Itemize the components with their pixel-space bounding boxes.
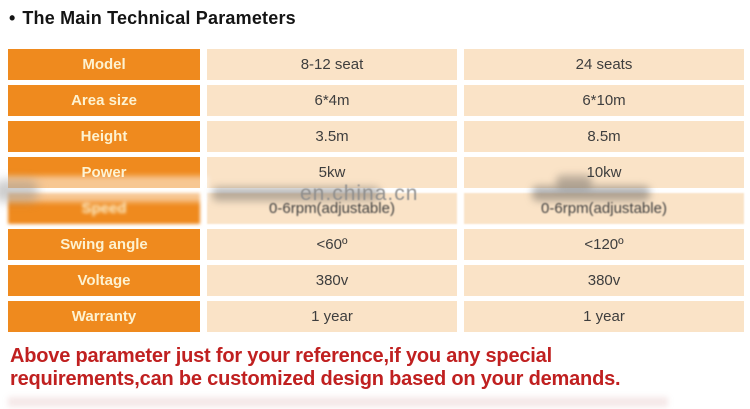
row-value-area-1: 6*4m: [207, 85, 457, 116]
row-label: Swing angle: [8, 229, 200, 260]
page-title-text: The Main Technical Parameters: [22, 7, 296, 28]
parameters-table: Model 8-12 seat 24 seats Area size 6*4m …: [8, 49, 744, 332]
row-value-warranty-2: 1 year: [464, 301, 744, 332]
row-value-voltage-2: 380v: [464, 265, 744, 296]
row-value-height-1: 3.5m: [207, 121, 457, 152]
row-value-swing-1: <60º: [207, 229, 457, 260]
footer-note-line2: requirements,can be customized design ba…: [10, 368, 621, 390]
row-label: Speed: [8, 193, 200, 224]
bottom-reflection-smear: [8, 397, 668, 407]
footer-note-line1: Above parameter just for your reference,…: [10, 345, 552, 367]
row-value-speed-2: 0-6rpm(adjustable): [464, 193, 744, 224]
row-label: Warranty: [8, 301, 200, 332]
row-label: Height: [8, 121, 200, 152]
page-title: • The Main Technical Parameters: [9, 7, 296, 29]
row-value-height-2: 8.5m: [464, 121, 744, 152]
row-value-power-1: 5kw: [207, 157, 457, 188]
bullet-icon: •: [9, 8, 16, 28]
row-value-swing-2: <120º: [464, 229, 744, 260]
row-value-power-2: 10kw: [464, 157, 744, 188]
row-label: Area size: [8, 85, 200, 116]
row-value-model-1: 8-12 seat: [207, 49, 457, 80]
row-value-area-2: 6*10m: [464, 85, 744, 116]
row-value-model-2: 24 seats: [464, 49, 744, 80]
footer-note: Above parameter just for your reference,…: [10, 345, 621, 391]
row-value-speed-1: 0-6rpm(adjustable): [207, 193, 457, 224]
row-label: Voltage: [8, 265, 200, 296]
row-label: Power: [8, 157, 200, 188]
row-value-voltage-1: 380v: [207, 265, 457, 296]
row-value-warranty-1: 1 year: [207, 301, 457, 332]
row-label: Model: [8, 49, 200, 80]
